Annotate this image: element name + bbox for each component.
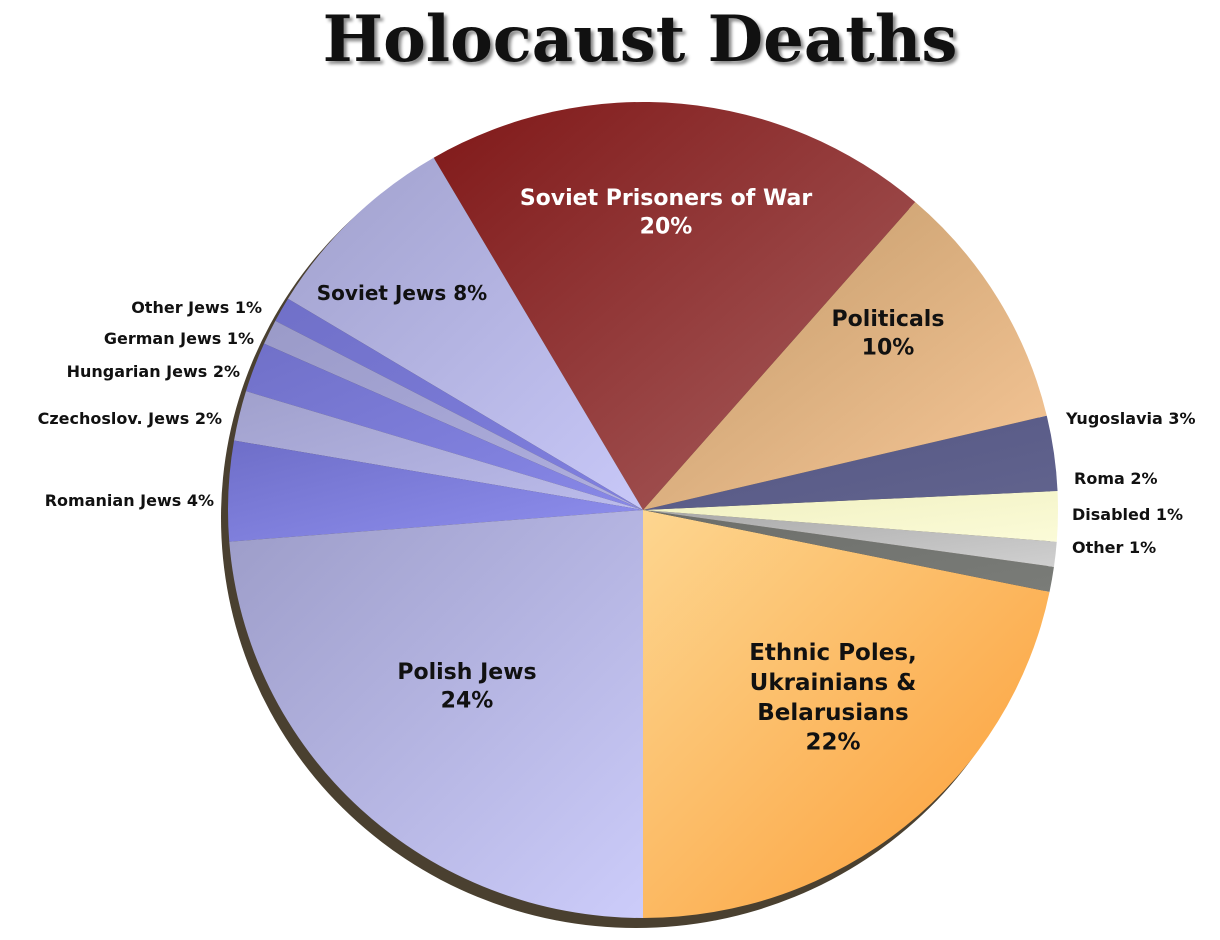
- slice-label: Polish Jews 24%: [397, 660, 536, 714]
- slice-label-line: Yugoslavia 3%: [1065, 409, 1196, 428]
- slice-label-line: Romanian Jews 4%: [45, 491, 214, 510]
- pie-slice-polish-jews: [229, 510, 644, 918]
- pie-slice-romanian-jews: [227, 440, 643, 542]
- slice-label: German Jews 1%: [104, 329, 254, 348]
- pie-slice-ethnic-poles-ukrainians-belarusians: [643, 510, 1050, 918]
- pie-slice-german-jews: [264, 320, 643, 510]
- pie-slice-hungarian-jews: [245, 343, 643, 510]
- slice-label-line: Other 1%: [1072, 538, 1156, 557]
- slice-label: Czechoslov. Jews 2%: [38, 409, 222, 428]
- slice-label-line: Soviet Jews 8%: [317, 281, 487, 305]
- pie-slice-roma: [643, 490, 1058, 542]
- chart-title: Holocaust Deaths: [322, 2, 958, 77]
- pie-slice-yugoslavia: [643, 415, 1058, 510]
- slice-label: Soviet Jews 8%: [317, 281, 487, 305]
- slice-label: Yugoslavia 3%: [1065, 409, 1196, 428]
- pie-slice-disabled: [643, 510, 1057, 567]
- slice-label: Ethnic Poles, Ukrainians & Belarusians 22%: [749, 640, 917, 756]
- slice-label-line: 20%: [640, 215, 693, 240]
- slice-label-line: Soviet Prisoners of War: [520, 186, 813, 211]
- pie-slice-czechoslov-jews: [234, 391, 643, 510]
- slice-label: Romanian Jews 4%: [45, 491, 214, 510]
- slice-label: Other 1%: [1072, 538, 1156, 557]
- pie-slice-other: [643, 510, 1054, 592]
- slice-label-line: Other Jews 1%: [131, 298, 262, 317]
- slice-label-line: Disabled 1%: [1072, 505, 1183, 524]
- slice-label: Hungarian Jews 2%: [67, 362, 240, 381]
- pie-slice-other-jews: [275, 298, 643, 510]
- slice-label-line: Ethnic Poles,: [749, 640, 917, 666]
- slice-label: Disabled 1%: [1072, 505, 1183, 524]
- slice-label-line: Polish Jews: [397, 660, 536, 685]
- slice-label: Other Jews 1%: [131, 298, 262, 317]
- slice-label-line: German Jews 1%: [104, 329, 254, 348]
- slice-label-line: 10%: [862, 336, 915, 361]
- slice-label-line: 24%: [441, 689, 494, 714]
- pie-slice-soviet-prisoners-of-war: [433, 101, 916, 510]
- slice-label-line: Belarusians: [757, 700, 908, 726]
- slice-label-line: Hungarian Jews 2%: [67, 362, 240, 381]
- slice-label: Soviet Prisoners of War 20%: [520, 186, 813, 240]
- slice-label-line: Czechoslov. Jews 2%: [38, 409, 222, 428]
- slice-label: Politicals 10%: [832, 307, 945, 361]
- slice-label-line: Roma 2%: [1074, 469, 1158, 488]
- pie-slice-soviet-jews: [287, 157, 643, 510]
- slice-label-line: Politicals: [832, 307, 945, 332]
- slice-label-line: Ukrainians &: [750, 670, 917, 696]
- slice-label-line: 22%: [805, 730, 860, 756]
- pie-slice-politicals: [643, 202, 1047, 511]
- slice-label: Roma 2%: [1074, 469, 1158, 488]
